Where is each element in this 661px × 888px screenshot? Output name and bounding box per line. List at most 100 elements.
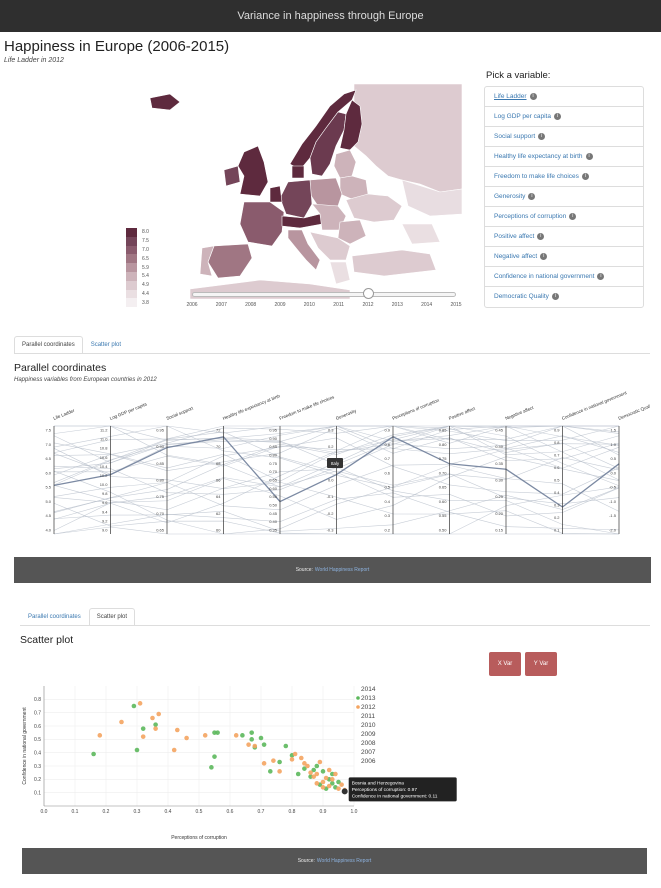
variable-option[interactable]: Perceptions of corruption i [485,207,643,227]
footer-source-link[interactable]: World Happiness Report [314,567,370,573]
timeline-year[interactable]: 2006 [186,302,198,308]
scatter-point[interactable] [326,783,332,789]
scatter-point[interactable] [326,767,332,773]
slider-track[interactable] [192,292,456,297]
legend-year[interactable]: 2013 [361,695,376,702]
scatter-point-selected[interactable] [341,788,348,795]
map-region-uk[interactable] [237,145,269,197]
scatter-point[interactable] [268,769,273,774]
scatter-point[interactable] [314,763,320,769]
scatter-point[interactable] [202,733,208,738]
choropleth-map[interactable] [140,83,470,300]
scatter-point[interactable] [131,703,137,709]
scatter-point[interactable] [261,761,267,766]
variable-label[interactable]: Negative affect [494,253,538,260]
map-region-benelux[interactable] [269,185,283,203]
map-region-germany[interactable] [279,179,313,219]
scatter-point[interactable] [283,743,289,749]
scatter-point[interactable] [140,726,146,731]
variable-label[interactable]: Positive affect [494,233,535,240]
scatter-point[interactable] [277,769,282,774]
map-region-denmark[interactable] [291,165,305,179]
variable-label[interactable]: Perceptions of corruption [494,213,567,220]
variable-label[interactable]: Healthy life expectancy at birth [494,153,583,160]
map-region-portugal[interactable] [199,245,215,277]
scatter-point[interactable] [156,711,161,717]
map-region-finland[interactable] [339,99,363,151]
scatter-point[interactable] [292,751,298,757]
scatter-point[interactable] [314,781,320,786]
scatter-point[interactable] [261,742,267,747]
scatter-point[interactable] [308,770,313,775]
scatter-point[interactable] [289,757,295,762]
parallel-coordinates-chart[interactable]: Life Ladder 7.5 7.0 6.5 6.0 5.5 5.0 4.5 4.0 Log G… [14,386,650,546]
legend-year[interactable]: 2008 [361,740,376,747]
map-region-baltics[interactable] [333,149,357,179]
info-icon[interactable]: i [581,172,589,180]
info-icon[interactable]: i [529,92,537,100]
scatter-point[interactable] [212,754,217,759]
info-icon[interactable]: i [538,132,546,140]
scatter-point[interactable] [305,763,310,769]
scatter-point[interactable] [336,786,341,791]
legend-year[interactable]: 2007 [361,749,376,756]
scatter-point[interactable] [295,771,301,777]
scatter-point[interactable] [339,782,344,787]
scatter-point[interactable] [153,726,158,731]
timeline-year[interactable]: 2008 [245,302,257,308]
variable-option[interactable]: Healthy life expectancy at birth i [485,147,643,167]
scatter-point[interactable] [246,742,251,747]
legend-year[interactable]: 2011 [361,713,375,720]
info-icon[interactable]: i [537,232,545,240]
variable-option[interactable]: Social support i [485,127,643,147]
map-region-russia[interactable] [349,83,463,193]
y-var-button[interactable]: Y Var [525,652,557,676]
variable-label[interactable]: Social support [494,133,536,140]
map-region-caucasus[interactable] [401,223,441,245]
tab-scatter-plot[interactable]: Scatter plot [88,608,136,625]
info-icon[interactable]: i [597,272,605,280]
scatter-point[interactable] [175,727,180,733]
scatter-point[interactable] [302,766,307,771]
map-region-italy[interactable] [287,229,321,271]
scatter-point[interactable] [330,777,335,782]
scatter-point[interactable] [302,761,307,766]
scatter-point[interactable] [240,733,245,738]
scatter-point[interactable] [249,730,254,735]
map-region-romania[interactable] [337,219,367,245]
scatter-point[interactable] [215,730,220,735]
legend-year[interactable]: 2006 [361,758,376,765]
scatter-point[interactable] [320,769,326,774]
map-region-poland[interactable] [309,177,343,207]
scatter-point[interactable] [153,722,158,727]
scatter-point[interactable] [330,781,335,786]
variable-option[interactable]: Confidence in national government i [485,267,643,287]
map-region-ireland[interactable] [223,165,241,187]
info-icon[interactable]: i [585,152,593,160]
timeline-year[interactable]: 2011 [333,302,345,308]
variable-label[interactable]: Democratic Quality [494,293,549,300]
timeline-year[interactable]: 2010 [303,302,315,308]
scatter-point[interactable] [97,733,103,738]
variable-option[interactable]: Negative affect i [485,247,643,267]
legend-year[interactable]: 2012 [361,704,376,711]
variable-label[interactable]: Freedom to make life choices [494,173,579,180]
scatter-point[interactable] [311,767,317,773]
info-icon[interactable]: i [569,212,577,220]
scatter-point[interactable] [314,771,320,777]
scatter-point[interactable] [320,779,326,785]
scatter-point[interactable] [271,758,276,763]
timeline-year[interactable]: 2007 [215,302,227,308]
variable-label[interactable]: Confidence in national government [494,273,595,280]
scatter-point[interactable] [184,735,189,741]
timeline-year[interactable]: 2014 [421,302,433,308]
map-region-greece[interactable] [329,261,351,285]
scatter-point[interactable] [150,715,155,721]
scatter-point[interactable] [299,755,304,761]
legend-year[interactable]: 2014 [361,686,376,693]
footer-source-link-2[interactable]: World Happiness Report [316,858,372,864]
scatter-point[interactable] [134,747,140,753]
info-icon[interactable]: i [553,112,561,120]
scatter-point[interactable] [91,751,96,757]
variable-option[interactable]: Generosity i [485,187,643,207]
